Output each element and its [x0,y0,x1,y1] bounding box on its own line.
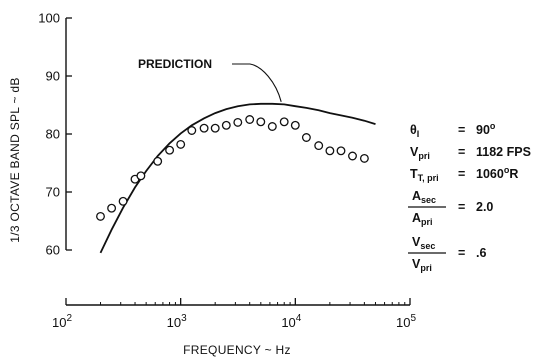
measured-point [118,196,128,206]
vel-ratio-denominator: Vpri [412,257,432,273]
measured-point [301,133,311,142]
area-ratio-denominator: Apri [412,211,433,227]
tt-eq: = [458,167,465,181]
vel-ratio-value: .6 [476,246,486,260]
tt-label: TT, pri [410,167,439,183]
parameter-legend: θI = 90o Vpri = 1182 FPS TT, pri = 1060o… [408,121,531,273]
prediction-annotation: PREDICTION [138,57,282,102]
measured-point [267,122,277,131]
y-tick-label: 60 [46,243,60,258]
x-tick-label: 105 [396,313,416,330]
vel-ratio-numerator: Vsec [412,235,435,251]
measured-point [348,151,357,161]
vpri-value: 1182 FPS [476,145,531,159]
y-ticks: 60 70 80 90 100 [38,11,72,258]
measured-point [336,146,346,156]
measured-point [221,120,231,130]
measured-point [314,141,324,151]
measured-point [96,211,105,221]
measured-point [176,139,186,149]
y-tick-label: 100 [38,11,60,26]
measured-point [210,123,220,133]
tt-value: 1060oR [476,165,518,181]
theta-label: θI [410,123,419,139]
vel-ratio-eq: = [458,246,465,260]
x-tick-label: 104 [281,313,301,330]
y-tick-label: 90 [46,69,60,84]
measured-point [187,126,197,135]
y-tick-label: 80 [46,127,60,142]
area-ratio-eq: = [458,200,465,214]
prediction-leader-line [232,63,282,102]
measured-point [233,117,243,127]
measured-point [256,117,266,127]
measured-point [359,153,369,163]
measured-point [279,117,289,127]
measured-point [153,156,163,166]
x-tick-label: 103 [167,313,187,330]
measured-series [96,115,369,221]
measured-point [107,203,117,213]
theta-eq: = [458,123,465,137]
area-ratio-numerator: Asec [412,189,436,205]
y-tick-label: 70 [46,185,60,200]
axes [65,18,410,306]
measured-point [199,123,209,133]
prediction-series [99,102,376,254]
x-tick-label: 102 [52,313,72,330]
prediction-label: PREDICTION [138,57,212,71]
measured-point [290,120,300,130]
theta-value: 90o [476,121,496,137]
measured-point [245,115,255,124]
y-axis-title: 1/3 OCTAVE BAND SPL ~ dB [8,77,22,242]
measured-point [136,171,146,181]
measured-point [325,146,335,156]
x-axis-title: FREQUENCY ~ Hz [183,343,291,357]
prediction-line [99,102,376,254]
measured-point [165,145,175,155]
vpri-label: Vpri [410,145,430,161]
x-ticks: 102 103 104 105 [52,298,416,330]
vpri-eq: = [458,145,465,159]
area-ratio-value: 2.0 [476,200,493,214]
